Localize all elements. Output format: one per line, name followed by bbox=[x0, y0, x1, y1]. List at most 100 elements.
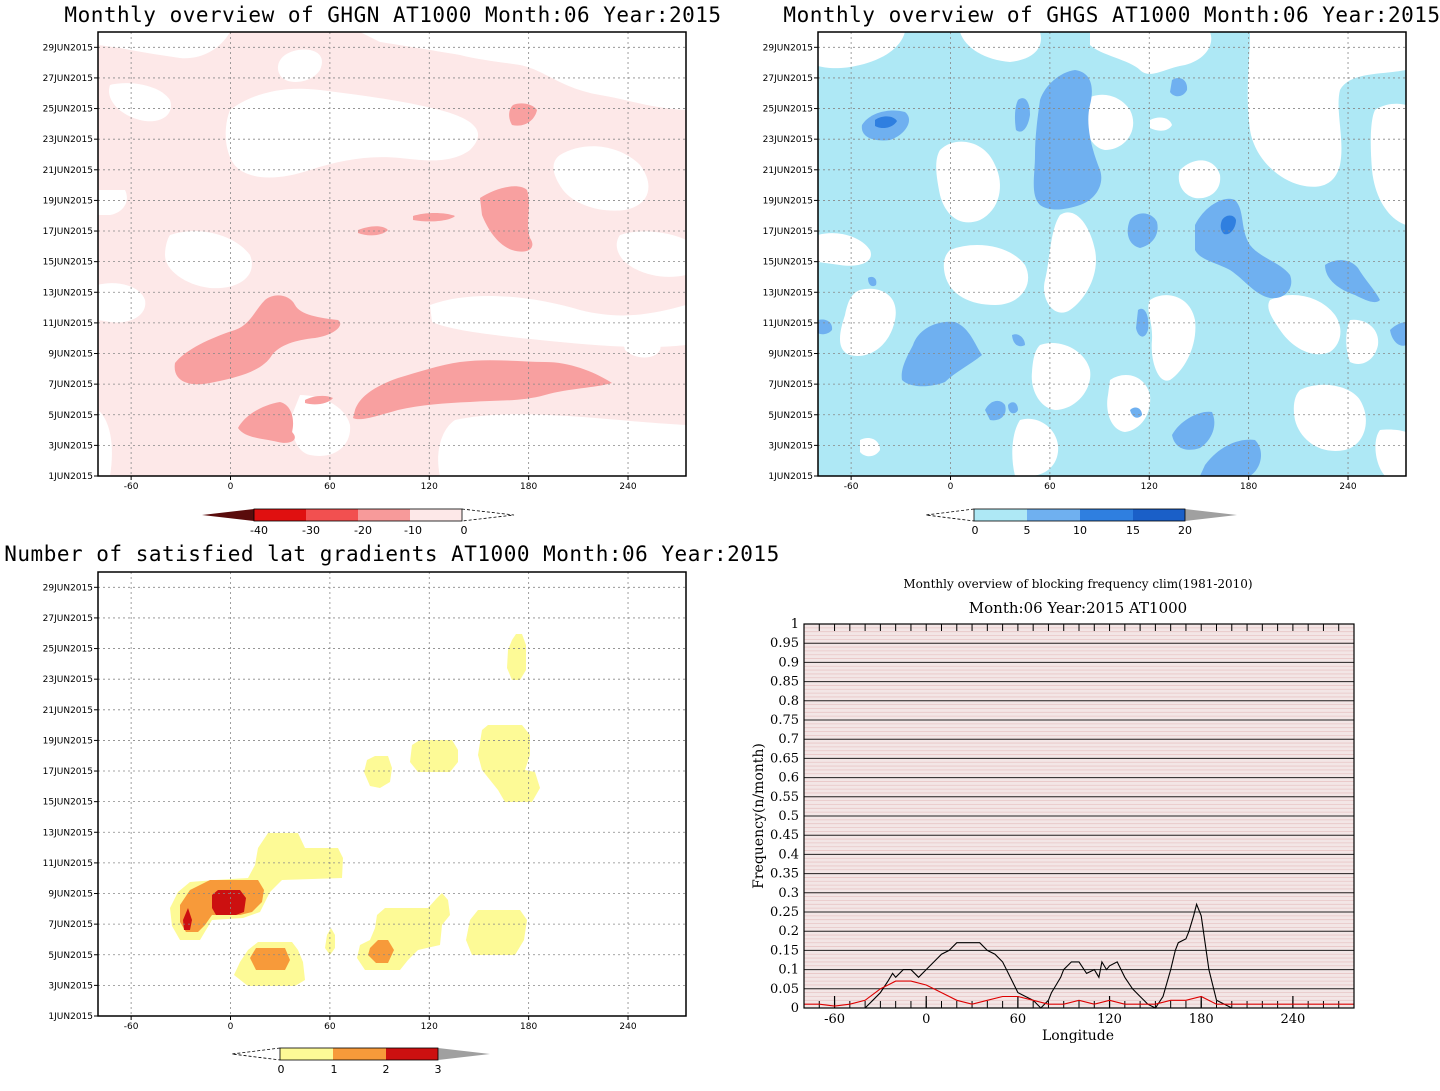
ghgs-mid-region bbox=[1127, 213, 1158, 248]
ghgs-high-region bbox=[1220, 215, 1236, 235]
gradients-axes: -60 0 60 120 180 240 1JUN2015 3JUN2015 5JUN2015 7… bbox=[43, 583, 637, 1032]
ghgs-white-region bbox=[818, 233, 871, 266]
y-tick-label: 21JUN2015 bbox=[43, 706, 93, 716]
x-tick-label: 120 bbox=[1141, 482, 1158, 492]
ghgs-white-region bbox=[1178, 160, 1221, 199]
y-tick-label: 13JUN2015 bbox=[763, 288, 813, 298]
ghgn-white-region bbox=[360, 32, 686, 110]
y-tick-label: 0.15 bbox=[770, 943, 799, 958]
y-tick-label: 1JUN2015 bbox=[48, 1012, 93, 1022]
ghgn-title: Monthly overview of GHGN AT1000 Month:06… bbox=[64, 3, 721, 27]
ghgn-white-region bbox=[98, 283, 146, 323]
ghgs-white-region bbox=[1247, 32, 1406, 187]
y-tick-label: 21JUN2015 bbox=[763, 166, 813, 176]
gradients-contours bbox=[170, 634, 540, 986]
y-tick-label: 13JUN2015 bbox=[43, 828, 93, 838]
y-tick-label: 0.75 bbox=[770, 713, 799, 728]
ghgs-white-region bbox=[960, 32, 1041, 62]
gradients-level-region bbox=[357, 893, 450, 970]
ghgs-mid-region bbox=[1170, 78, 1188, 97]
y-tick-label: 15JUN2015 bbox=[43, 258, 93, 268]
y-tick-label: 0 bbox=[791, 1001, 799, 1016]
ghgs-panel: Monthly overview of GHGS AT1000 Month:06… bbox=[763, 3, 1440, 537]
ghgs-title: Monthly overview of GHGS AT1000 Month:06… bbox=[783, 3, 1440, 27]
y-tick-label: 0.5 bbox=[778, 809, 799, 824]
colorbar-swatch bbox=[306, 509, 358, 521]
y-tick-label: 19JUN2015 bbox=[43, 736, 93, 746]
ghgn-negative-region bbox=[413, 213, 455, 222]
x-tick-label: 60 bbox=[324, 1022, 336, 1032]
x-tick-label: 60 bbox=[1010, 1012, 1027, 1027]
ghgn-gridlines bbox=[98, 32, 686, 477]
y-tick-label: 11JUN2015 bbox=[43, 319, 93, 329]
ghgn-white-region bbox=[291, 395, 351, 456]
colorbar-swatch bbox=[280, 1048, 333, 1060]
x-tick-label: -60 bbox=[124, 482, 139, 492]
y-tick-label: 23JUN2015 bbox=[43, 675, 93, 685]
colorbar-label: -30 bbox=[302, 524, 320, 537]
ghgn-colorbar: -40 -30 -20 -10 0 bbox=[202, 508, 515, 537]
colorbar-arrow-high bbox=[438, 1048, 490, 1060]
gradients-level-region bbox=[325, 928, 335, 955]
y-tick-label: 5JUN2015 bbox=[48, 951, 93, 961]
y-tick-label: 25JUN2015 bbox=[43, 645, 93, 655]
ghgn-negative-region bbox=[174, 295, 341, 385]
colorbar-swatch bbox=[1027, 509, 1080, 521]
x-tick-label: 0 bbox=[228, 1022, 234, 1032]
colorbar-swatch bbox=[1133, 509, 1185, 521]
y-tick-label: 5JUN2015 bbox=[48, 411, 93, 421]
x-tick-label: -60 bbox=[844, 482, 859, 492]
ghgs-white-region bbox=[936, 141, 1000, 223]
ghgs-white-region bbox=[1044, 212, 1096, 313]
ghgn-negative-region bbox=[238, 402, 295, 443]
y-tick-label: 5JUN2015 bbox=[768, 411, 813, 421]
ghgs-white-region bbox=[860, 438, 880, 457]
y-tick-label: 0.25 bbox=[770, 905, 799, 920]
y-tick-label: 11JUN2015 bbox=[43, 859, 93, 869]
y-tick-label: 15JUN2015 bbox=[763, 258, 813, 268]
ghgs-mid-region bbox=[1008, 402, 1018, 414]
ghgn-white-region bbox=[98, 410, 112, 476]
y-tick-label: 7JUN2015 bbox=[48, 920, 93, 930]
colorbar-label: 15 bbox=[1126, 524, 1140, 537]
colorbar-arrow-low bbox=[925, 508, 975, 522]
ghgs-white-region bbox=[1375, 429, 1406, 476]
colorbar-swatch bbox=[254, 509, 306, 521]
ghgs-white-region bbox=[1268, 295, 1341, 355]
y-tick-label: 27JUN2015 bbox=[43, 74, 93, 84]
gradients-level-region bbox=[212, 890, 246, 915]
x-tick-label: 60 bbox=[1044, 482, 1056, 492]
ghgs-white-region bbox=[1293, 384, 1366, 451]
y-tick-label: 29JUN2015 bbox=[763, 43, 813, 53]
colorbar-label: 2 bbox=[383, 1063, 390, 1076]
x-tick-label: 60 bbox=[324, 482, 336, 492]
colorbar-label: 10 bbox=[1073, 524, 1087, 537]
colorbar-label: 5 bbox=[1024, 524, 1031, 537]
y-tick-label: 3JUN2015 bbox=[48, 981, 93, 991]
x-tick-label: 240 bbox=[619, 482, 636, 492]
x-tick-label: 240 bbox=[619, 1022, 636, 1032]
gradients-level-region bbox=[368, 940, 394, 963]
ghgs-axes: -60 0 60 120 180 240 1JUN2015 3JUN2015 5JUN2015 7… bbox=[763, 43, 1357, 492]
y-tick-label: 17JUN2015 bbox=[43, 767, 93, 777]
y-tick-label: 9JUN2015 bbox=[48, 890, 93, 900]
x-tick-label: 120 bbox=[421, 482, 438, 492]
x-tick-label: 180 bbox=[1189, 1012, 1214, 1027]
colorbar-label: 0 bbox=[461, 524, 468, 537]
ghgs-white-region bbox=[943, 245, 1029, 305]
y-tick-label: 0.85 bbox=[770, 675, 799, 690]
ghgn-white-region bbox=[553, 146, 649, 211]
colorbar-outline bbox=[253, 508, 463, 522]
ghgs-white-region bbox=[818, 32, 905, 69]
gradients-panel: Number of satisfied lat gradients AT1000… bbox=[4, 542, 779, 1076]
x-tick-label: -60 bbox=[824, 1012, 845, 1027]
y-tick-label: 29JUN2015 bbox=[43, 43, 93, 53]
ghgs-white-region bbox=[1031, 342, 1091, 410]
ghgs-frame bbox=[817, 31, 1407, 477]
y-tick-label: 0.4 bbox=[778, 847, 799, 862]
gradients-colorbar: 0 1 2 3 bbox=[231, 1047, 490, 1076]
y-tick-label: 3JUN2015 bbox=[48, 441, 93, 451]
ghgs-mid-region bbox=[1390, 322, 1406, 346]
colorbar-label: 20 bbox=[1178, 524, 1192, 537]
y-tick-label: 19JUN2015 bbox=[763, 196, 813, 206]
